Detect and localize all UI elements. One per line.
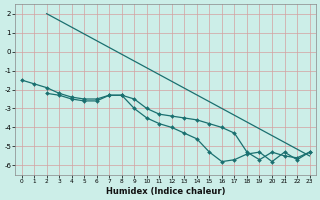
X-axis label: Humidex (Indice chaleur): Humidex (Indice chaleur) bbox=[106, 187, 225, 196]
